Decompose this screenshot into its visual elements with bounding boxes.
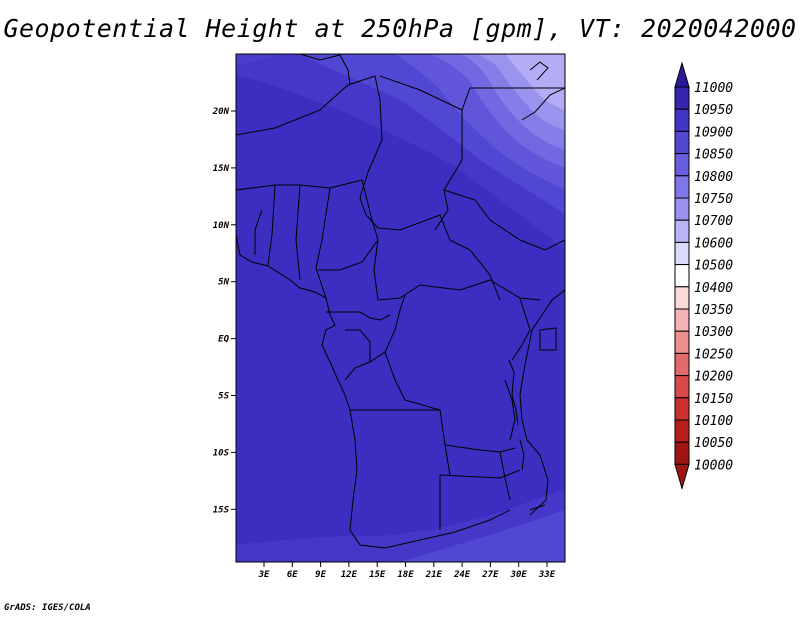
- colorbar-label: 10500: [694, 259, 733, 274]
- latitude-axis: 20N 15N 10N 5N EQ 5S 10S 15S: [212, 107, 236, 515]
- colorbar-label: 10900: [694, 125, 733, 140]
- colorbar: 11000 10950 10900 10850 10800 10750 10700 10600…: [674, 61, 733, 491]
- lat-tick-label: EQ: [218, 335, 229, 345]
- lon-tick-label: 21E: [425, 570, 443, 580]
- colorbar-label: 10800: [694, 170, 733, 185]
- lat-tick-label: 20N: [212, 107, 230, 117]
- colorbar-swatch: [674, 441, 690, 465]
- colorbar-swatch: [674, 308, 690, 332]
- lon-tick-label: 33E: [538, 570, 556, 580]
- field-band-nw: [236, 54, 280, 65]
- colorbar-swatch: [674, 375, 690, 399]
- colorbar-swatch: [674, 86, 690, 110]
- colorbar-swatch: [674, 286, 690, 310]
- field-band-7: [492, 54, 565, 110]
- colorbar-label: 10700: [694, 214, 733, 229]
- colorbar-swatch: [674, 197, 690, 221]
- field-band-south-2: [400, 510, 565, 562]
- colorbar-swatch: [674, 175, 690, 199]
- colorbar-label: 10200: [694, 370, 733, 385]
- colorbar-swatch: [674, 419, 690, 443]
- colorbar-label: 10400: [694, 281, 733, 296]
- colorbar-swatch: [674, 130, 690, 155]
- lat-tick-label: 10N: [213, 221, 230, 231]
- lon-tick-label: 15E: [369, 570, 386, 580]
- lat-tick-label: 5S: [218, 392, 229, 402]
- page-title: Geopotential Height at 250hPa [gpm], VT:…: [3, 14, 797, 43]
- map-frame: [235, 53, 566, 563]
- lat-tick-label: 15S: [213, 505, 230, 515]
- lon-tick-label: 12E: [341, 570, 358, 580]
- colorbar-label: 10250: [694, 347, 733, 362]
- colorbar-label: 10000: [694, 458, 733, 473]
- lon-tick-label: 9E: [315, 570, 326, 580]
- colorbar-label: 10100: [694, 414, 733, 429]
- colorbar-swatch: [674, 219, 690, 243]
- footer-credit: GrADS: IGES/COLA: [4, 603, 91, 613]
- lon-tick-label: 6E: [287, 570, 298, 580]
- colorbar-swatch: [674, 241, 690, 266]
- colorbar-top-arrow: [674, 61, 690, 88]
- lat-tick-label: 15N: [213, 164, 230, 174]
- colorbar-swatch: [674, 153, 690, 177]
- colorbar-label: 10750: [694, 192, 733, 207]
- colorbar-swatch: [674, 330, 690, 354]
- colorbar-label: 10600: [694, 236, 733, 251]
- colorbar-bottom-arrow: [674, 463, 690, 491]
- lon-tick-label: 27E: [481, 570, 499, 580]
- lon-tick-label: 30E: [510, 570, 528, 580]
- colorbar-label: 10050: [694, 436, 733, 451]
- colorbar-label: 10150: [694, 392, 733, 407]
- colorbar-label: 11000: [694, 81, 733, 96]
- colorbar-label: 10850: [694, 148, 733, 163]
- lon-tick-label: 18E: [397, 570, 414, 580]
- colorbar-swatch: [674, 397, 690, 421]
- lon-tick-label: 3E: [258, 570, 270, 580]
- colorbar-label: 10350: [694, 303, 733, 318]
- colorbar-label: 10300: [694, 325, 733, 340]
- lon-tick-label: 24E: [453, 570, 471, 580]
- longitude-axis: 3E 6E 9E 12E 15E 18E 21E 24E 27E 30E 33E: [258, 562, 556, 580]
- lat-tick-label: 5N: [218, 278, 229, 288]
- colorbar-swatch: [674, 264, 690, 288]
- coastlines-borders: [236, 54, 565, 549]
- lat-tick-label: 10S: [213, 448, 230, 458]
- colorbar-swatch: [674, 108, 690, 132]
- colorbar-label: 10950: [694, 103, 733, 118]
- colorbar-swatch: [674, 352, 690, 377]
